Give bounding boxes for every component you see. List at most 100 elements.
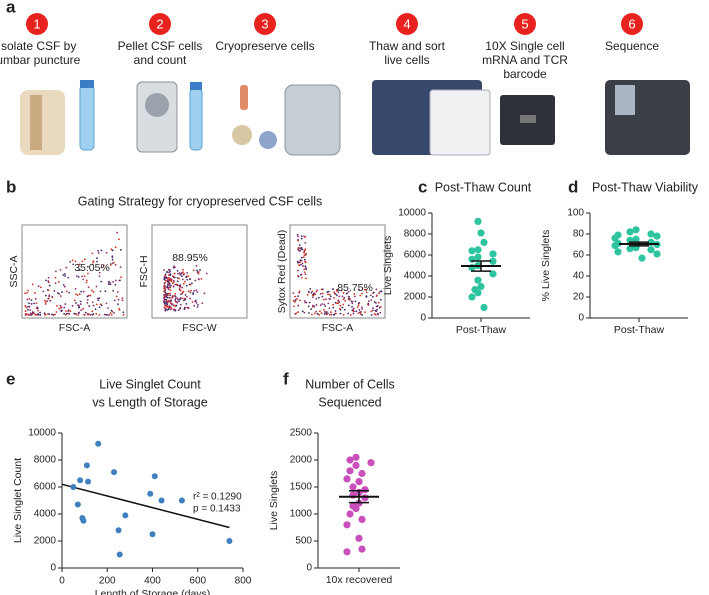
flow-dot <box>80 309 83 312</box>
flow-dot <box>100 266 103 269</box>
flow-dot <box>187 290 190 293</box>
flow-dot <box>109 283 112 286</box>
flow-dot <box>298 290 301 293</box>
flow-dot <box>312 293 315 296</box>
flow-dot <box>29 312 32 315</box>
flow-dot <box>117 303 119 306</box>
flow-dot <box>172 285 175 288</box>
flow-dot <box>165 295 168 298</box>
flow-dot <box>292 300 295 302</box>
flow-dot <box>179 297 182 300</box>
flow-dot <box>378 292 380 295</box>
flow-dot <box>98 297 101 300</box>
flow-dot <box>186 295 188 298</box>
flow-dot <box>76 294 79 296</box>
flow-dot <box>166 277 169 280</box>
flow-dot <box>166 271 169 274</box>
flow-dot <box>111 262 114 265</box>
step-label: mRNA and TCR <box>482 53 568 67</box>
step-label: live cells <box>384 53 429 67</box>
flow-dot <box>311 296 314 299</box>
data-point <box>352 453 360 461</box>
data-point <box>352 505 360 513</box>
flow-dot <box>67 312 70 315</box>
x-tick-label: 400 <box>144 576 161 587</box>
flow-dot <box>170 308 172 311</box>
flow-dot <box>28 297 31 300</box>
flow-dot <box>82 290 85 293</box>
flow-dot <box>169 306 172 309</box>
data-point <box>647 246 655 254</box>
flow-dot <box>321 295 324 298</box>
flow-dot <box>46 300 48 303</box>
flow-dot <box>63 273 66 275</box>
flow-dot <box>319 292 322 295</box>
data-point <box>151 473 158 480</box>
flow-dot <box>27 305 29 308</box>
flow-dot <box>169 273 172 276</box>
flow-dot <box>190 289 192 292</box>
flow-dot <box>163 306 166 309</box>
data-point <box>474 276 482 284</box>
flow-dot <box>310 291 313 294</box>
data-point <box>653 232 661 240</box>
panel-label: b <box>6 177 16 196</box>
flow-dot <box>303 251 305 254</box>
flow-dot <box>193 304 196 307</box>
data-point <box>474 246 482 254</box>
flow-dot <box>95 285 98 288</box>
flow-dot <box>379 290 381 293</box>
y-tick-label: 0 <box>578 313 584 324</box>
flow-dot <box>172 309 175 311</box>
flow-dot <box>305 266 307 269</box>
flow-dot <box>175 304 178 307</box>
flow-dot <box>171 282 174 285</box>
y-tick-label: 1000 <box>290 509 313 520</box>
flow-dot <box>325 310 328 313</box>
flow-dot <box>175 283 178 286</box>
flow-dot <box>44 294 47 297</box>
y-tick-label: 6000 <box>404 250 427 261</box>
data-point <box>638 254 646 262</box>
flow-dot <box>111 255 114 258</box>
step-badge <box>621 13 643 35</box>
flow-dot <box>334 301 337 304</box>
flow-dot <box>195 301 198 304</box>
flow-dot <box>375 288 378 291</box>
flow-dot <box>336 288 339 291</box>
chart-title: Live Singlet Count <box>99 377 201 391</box>
flow-dot <box>164 288 167 290</box>
flow-dot <box>337 291 340 294</box>
flow-dot <box>174 295 177 297</box>
data-point <box>611 241 619 250</box>
data-point <box>647 230 655 238</box>
step-number: 1 <box>33 16 40 31</box>
flow-dot <box>299 250 301 252</box>
flow-dot <box>339 312 342 315</box>
flow-dot <box>24 305 27 307</box>
flow-dot <box>329 295 332 298</box>
data-point <box>358 515 366 524</box>
flow-dot <box>353 293 356 295</box>
flow-dot <box>361 314 364 316</box>
flow-dot <box>327 290 330 293</box>
flow-dot <box>353 295 356 298</box>
flow-dot <box>301 310 304 313</box>
flow-dot <box>373 301 376 303</box>
flow-dot <box>166 284 169 287</box>
flow-dot <box>180 273 182 275</box>
flow-dot <box>100 249 103 252</box>
flow-dot <box>45 279 47 282</box>
flow-dot <box>205 272 208 275</box>
chart-title: Number of Cells <box>305 377 395 391</box>
flow-dot <box>100 280 103 283</box>
flow-dot <box>176 269 179 272</box>
flow-dot <box>169 292 172 295</box>
flow-dot <box>67 276 70 279</box>
flow-dot <box>167 279 170 282</box>
data-point <box>85 478 92 485</box>
flow-dot <box>62 283 65 286</box>
flow-dot <box>313 312 316 315</box>
flow-dot <box>337 299 340 302</box>
fit-line <box>61 483 230 529</box>
